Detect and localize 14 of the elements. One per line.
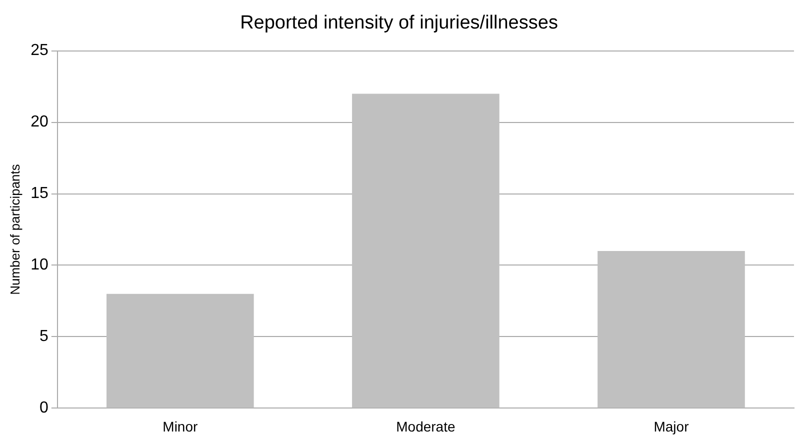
x-tick-label: Major xyxy=(654,418,690,434)
y-tick-label: 0 xyxy=(39,400,48,417)
y-axis-title: Number of participants xyxy=(7,164,22,295)
y-tick-label: 20 xyxy=(30,114,48,131)
bar xyxy=(106,294,254,408)
chart-title: Reported intensity of injuries/illnesses xyxy=(240,12,558,34)
x-tick-label: Minor xyxy=(162,418,198,434)
bar xyxy=(352,94,500,408)
y-tick-label: 5 xyxy=(39,328,48,346)
y-tick-label: 15 xyxy=(30,185,48,202)
y-tick-label: 10 xyxy=(30,256,48,274)
x-tick-label: Moderate xyxy=(396,418,456,434)
bar xyxy=(598,250,745,408)
y-tick-label: 25 xyxy=(30,42,48,60)
